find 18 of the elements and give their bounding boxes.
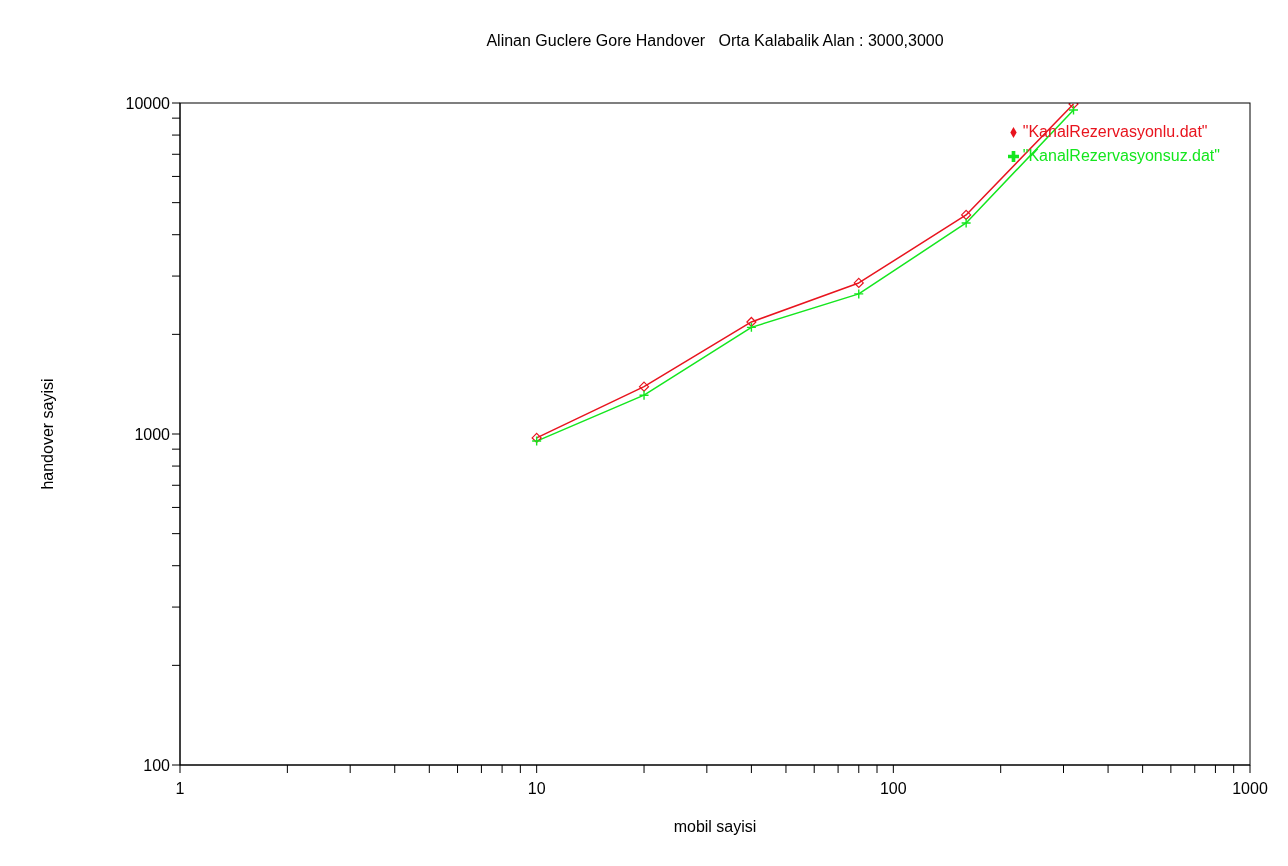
point [960,217,972,229]
x-tick-label: 10 [527,780,546,798]
y-tick-label: 100 [143,756,171,774]
x-axis-title: mobil sayisi [672,818,758,836]
y-tick-label: 10000 [125,94,171,112]
point [638,381,650,392]
point [746,316,757,328]
point [961,209,972,221]
point [853,288,864,300]
chart-title: Alinan Guclere Gore Handover Orta Kalabalik Alan : 3000,3000 [485,32,945,50]
x-tick-label: 1 [175,780,185,798]
point [638,389,650,401]
y-tick-label: 1000 [134,425,171,443]
y-axis-title: handover sayisi [39,378,57,490]
point [853,277,864,289]
point [1068,104,1079,116]
x-tick-label: 100 [879,780,907,798]
x-tick-label: 1000 [1232,780,1268,798]
